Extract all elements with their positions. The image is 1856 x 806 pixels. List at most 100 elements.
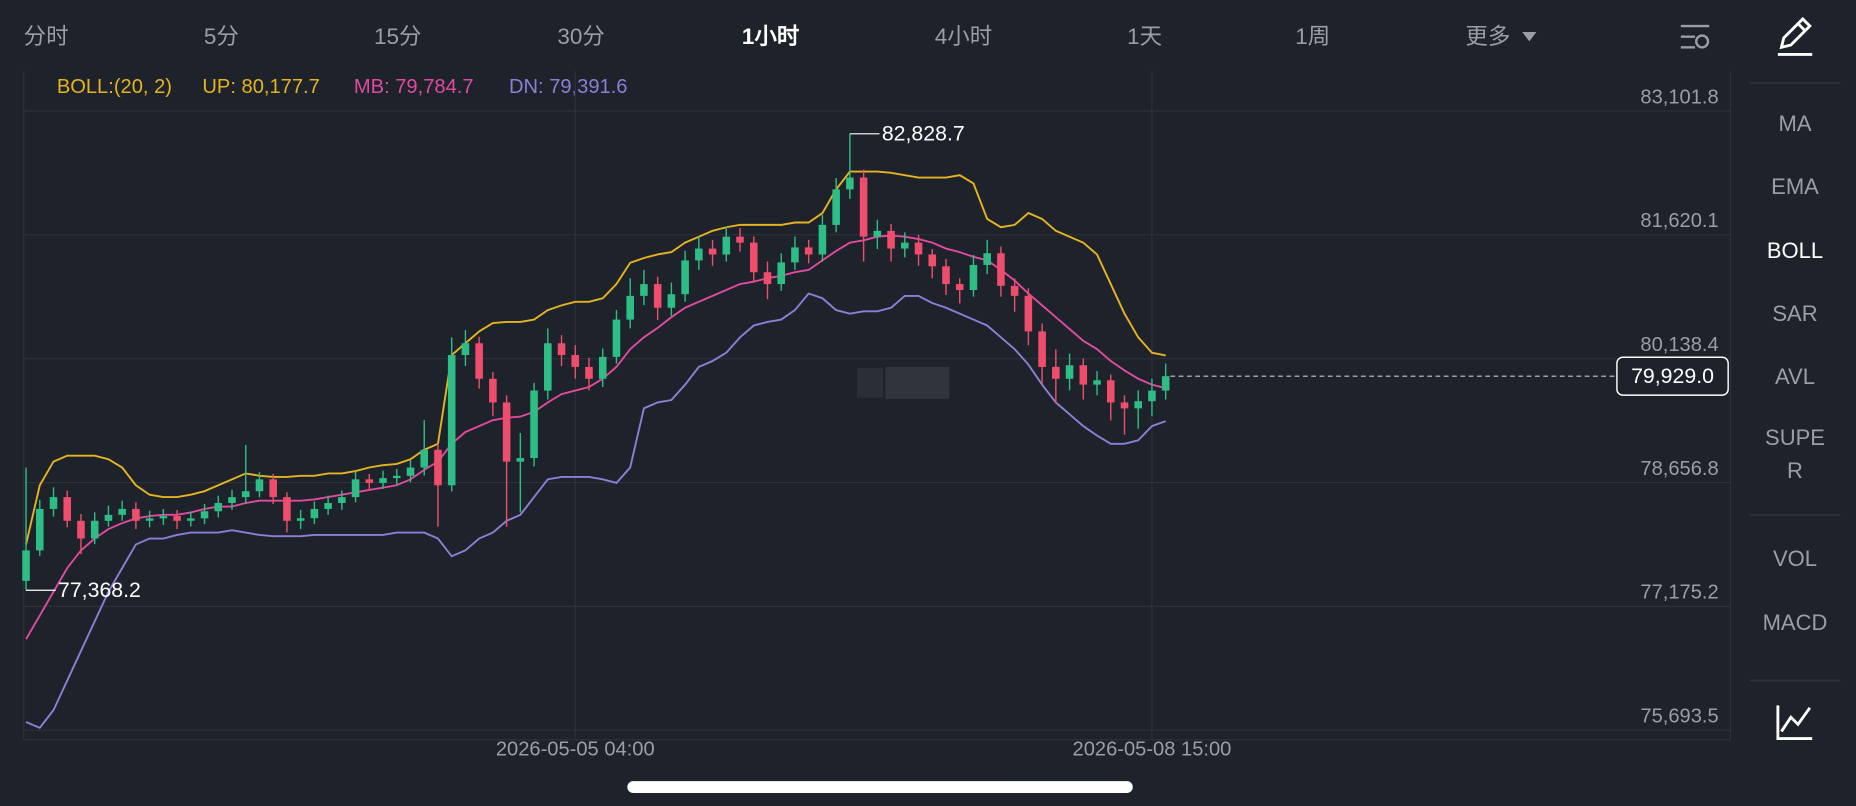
y-tick-label: 75,693.5	[1640, 706, 1718, 728]
indicator-button[interactable]: MA	[1778, 111, 1812, 136]
candle-body	[640, 284, 648, 296]
dropdown-arrow	[1522, 31, 1537, 42]
tab[interactable]: 1周	[1295, 24, 1330, 49]
tab[interactable]: 5分	[204, 24, 239, 49]
candle-body	[1106, 380, 1115, 403]
draw-icon[interactable]	[1777, 16, 1813, 56]
candle-body	[392, 475, 401, 479]
candle-body	[365, 479, 374, 483]
legend-entry: DN: 79,391.6	[509, 76, 628, 98]
candle-body	[159, 516, 168, 519]
candle-body	[255, 479, 264, 492]
candle-body	[351, 479, 360, 498]
candle-body	[516, 458, 525, 462]
candle-body	[324, 502, 332, 509]
candle-body	[214, 502, 223, 512]
candle-body	[804, 247, 813, 255]
last-price-box	[1616, 356, 1729, 396]
sidebar-item[interactable]: BOLL	[1749, 234, 1841, 267]
indicator-button[interactable]: SUPER	[1765, 425, 1825, 483]
candle-body	[310, 508, 319, 519]
sidebar-item[interactable]: MACD	[1749, 606, 1841, 639]
indicator-line	[25, 292, 1167, 730]
tab[interactable]: 15分	[374, 24, 421, 49]
candle-body	[530, 390, 538, 459]
candle-body	[1093, 380, 1101, 385]
indicator-button[interactable]: MACD	[1762, 610, 1828, 635]
candle-body	[997, 253, 1005, 286]
candle-body	[887, 230, 895, 249]
chart-type-icon[interactable]	[1776, 705, 1813, 740]
candle-body	[722, 236, 731, 255]
candle-body	[846, 177, 854, 190]
candle-body	[132, 508, 140, 521]
tab-active[interactable]: 1小时	[742, 24, 800, 49]
tab[interactable]: 分时	[24, 24, 69, 49]
indicator-button[interactable]: SAR	[1772, 301, 1818, 326]
candle-body	[571, 355, 580, 367]
indicator-button[interactable]: AVL	[1775, 364, 1815, 389]
tab[interactable]: 更多	[1465, 24, 1510, 49]
sidebar-item[interactable]: SAR	[1749, 297, 1841, 330]
candle-body	[749, 242, 758, 273]
candle-body	[1024, 295, 1033, 332]
candle-body	[942, 266, 950, 285]
legend-entry: MB: 79,784.7	[354, 76, 474, 98]
candle-body	[626, 295, 634, 320]
sidebar-item[interactable]: AVL	[1749, 360, 1841, 393]
candle-body	[49, 497, 58, 509]
candle-body	[1161, 376, 1170, 391]
tab[interactable]: 30分	[557, 24, 604, 49]
indicator-button-active[interactable]: BOLL	[1766, 238, 1824, 263]
candle-body	[736, 236, 744, 243]
candle-body	[187, 518, 195, 521]
candle-body	[708, 248, 717, 255]
candle-body	[667, 294, 676, 308]
candle-body	[1148, 390, 1156, 402]
y-tick-label: 81,620.1	[1640, 210, 1718, 232]
y-tick-label: 77,175.2	[1640, 582, 1718, 604]
annotations: 82,828.7 77,368.2 79,929.0	[26, 122, 1729, 602]
sidebar-item[interactable]: EMA	[1749, 170, 1841, 203]
indicator-button[interactable]: EMA	[1771, 174, 1819, 199]
indicator-button[interactable]: VOL	[1772, 546, 1818, 571]
candle-body	[928, 254, 937, 267]
candle-body	[283, 497, 291, 521]
tab[interactable]: 1天	[1127, 24, 1162, 49]
candle-body	[241, 491, 250, 498]
candle-body	[681, 260, 689, 295]
candle-body	[763, 272, 772, 285]
y-tick-label: 83,101.8	[1640, 86, 1718, 108]
candle-body	[228, 497, 236, 503]
candle-body	[104, 514, 113, 521]
tab[interactable]: 4小时	[935, 24, 992, 49]
candle-body	[118, 508, 126, 515]
candle-body	[1065, 365, 1074, 379]
candle-body	[145, 518, 154, 521]
candle-body	[35, 508, 44, 551]
sidebar-item[interactable]: VOL	[1749, 542, 1841, 575]
sidebar-item[interactable]: SUPER	[1749, 421, 1841, 487]
candle-body	[777, 262, 786, 285]
candle-body	[406, 467, 415, 476]
x-tick-label: 2026-05-08 15:00	[1073, 739, 1232, 761]
home-indicator	[627, 781, 1133, 793]
candle-body	[585, 366, 593, 379]
annotation-label: 82,828.7	[882, 122, 965, 146]
candle-body	[434, 449, 442, 486]
last-price-label: 79,929.0	[1631, 364, 1714, 388]
candles	[22, 133, 1170, 591]
candle-body	[1052, 366, 1060, 379]
candle-body	[695, 248, 703, 261]
sidebar-item[interactable]: MA	[1749, 107, 1841, 140]
settings-icon[interactable]	[1680, 24, 1710, 49]
candle-body	[873, 230, 882, 237]
candle-body	[914, 242, 923, 255]
candle-body	[502, 402, 511, 462]
candle-body	[1010, 285, 1019, 296]
candle-body	[489, 378, 497, 403]
candle-body	[461, 343, 470, 356]
